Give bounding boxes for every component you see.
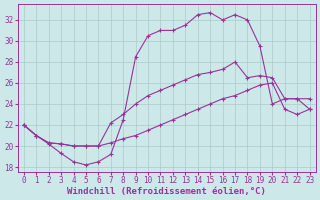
- X-axis label: Windchill (Refroidissement éolien,°C): Windchill (Refroidissement éolien,°C): [67, 187, 266, 196]
